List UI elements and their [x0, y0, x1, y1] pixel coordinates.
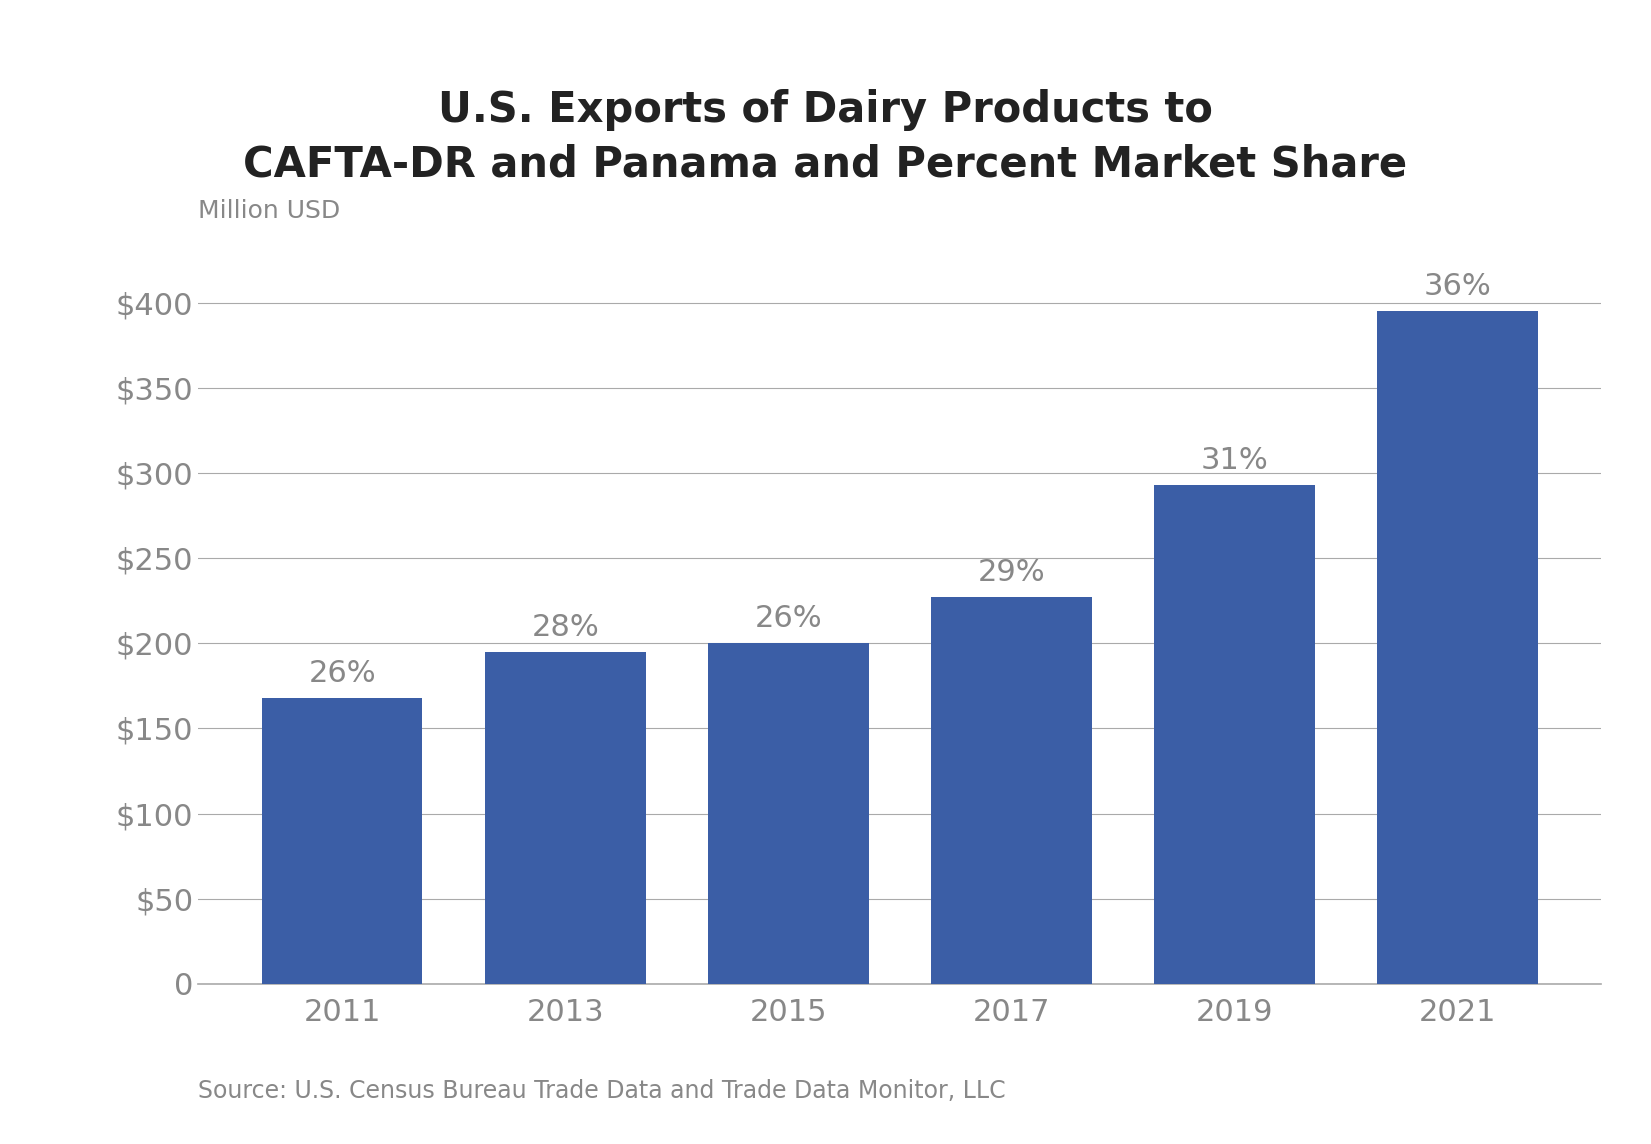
Text: 28%: 28%: [532, 612, 599, 642]
Text: Million USD: Million USD: [198, 199, 340, 223]
Text: 29%: 29%: [977, 558, 1045, 587]
Bar: [1154, 485, 1314, 984]
Text: U.S. Exports of Dairy Products to
CAFTA-DR and Panama and Percent Market Share: U.S. Exports of Dairy Products to CAFTA-…: [243, 89, 1408, 185]
Text: Source: U.S. Census Bureau Trade Data and Trade Data Monitor, LLC: Source: U.S. Census Bureau Trade Data an…: [198, 1079, 1005, 1103]
Bar: [708, 643, 868, 984]
Text: 36%: 36%: [1423, 272, 1491, 301]
Text: 26%: 26%: [755, 604, 822, 633]
Text: 26%: 26%: [309, 659, 376, 688]
Text: 31%: 31%: [1200, 446, 1268, 475]
Bar: [485, 652, 646, 984]
Bar: [931, 597, 1091, 984]
Bar: [1377, 311, 1537, 984]
Bar: [263, 698, 423, 984]
